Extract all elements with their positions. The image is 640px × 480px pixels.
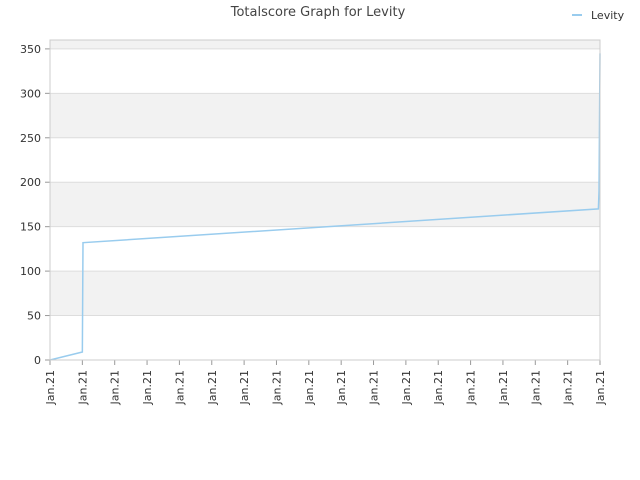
x-tick-label: Jan.21	[432, 370, 445, 405]
x-tick-label: Jan.21	[44, 370, 57, 405]
plot-band	[50, 182, 600, 227]
y-tick-label: 150	[20, 221, 41, 234]
plot-bands	[50, 40, 600, 316]
y-tick-label: 50	[27, 310, 41, 323]
x-axis-ticks: Jan.21 Jan.21 Jan.21 Jan.21 Jan.21 Jan.21 Jan.…	[44, 360, 607, 405]
y-tick-label: 100	[20, 265, 41, 278]
series-line-levity	[49, 53, 601, 361]
plot-band	[50, 93, 600, 138]
series-layer	[49, 53, 601, 361]
x-tick-label: Jan.21	[76, 370, 89, 405]
x-tick-label: Jan.21	[206, 370, 219, 405]
legend[interactable]: Levity	[572, 9, 625, 22]
x-tick-label: Jan.21	[529, 370, 542, 405]
y-tick-label: 250	[20, 132, 41, 145]
x-tick-label: Jan.21	[141, 370, 154, 405]
x-tick-label: Jan.21	[400, 370, 413, 405]
y-tick-label: 200	[20, 176, 41, 189]
y-tick-label: 350	[20, 43, 41, 56]
y-tick-label: 0	[34, 354, 41, 367]
x-tick-label: Jan.21	[335, 370, 348, 405]
plot-band	[50, 40, 600, 49]
x-tick-label: Jan.21	[497, 370, 510, 405]
x-tick-label: Jan.21	[238, 370, 251, 405]
chart-title: Totalscore Graph for Levity	[230, 5, 406, 20]
grid-lines	[50, 48, 600, 361]
x-tick-label: Jan.21	[303, 370, 316, 405]
legend-label-levity: Levity	[591, 9, 625, 22]
y-axis-ticks: 0 50 100 150 200 250 300 350	[20, 43, 50, 367]
x-tick-label: Jan.21	[109, 370, 122, 405]
x-tick-label: Jan.21	[465, 370, 478, 405]
plot-frame	[49, 39, 601, 361]
plot-band	[50, 271, 600, 316]
x-tick-label: Jan.21	[562, 370, 575, 405]
x-tick-label: Jan.21	[594, 370, 607, 405]
x-tick-label: Jan.21	[368, 370, 381, 405]
y-tick-label: 300	[20, 87, 41, 100]
x-tick-label: Jan.21	[173, 370, 186, 405]
x-tick-label: Jan.21	[270, 370, 283, 405]
